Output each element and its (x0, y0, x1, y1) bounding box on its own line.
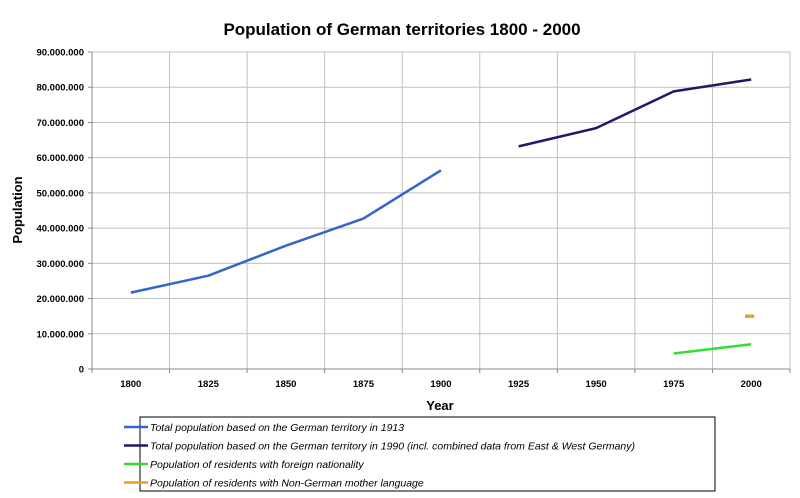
y-tick-label: 10.000.000 (36, 329, 84, 340)
x-tick-label: 1925 (508, 379, 530, 390)
x-tick-label: 2000 (741, 379, 762, 390)
legend-label-4: Population of residents with Non-German … (150, 478, 424, 490)
y-tick-label: 70.000.000 (36, 118, 84, 129)
y-axis-title: Population (10, 176, 25, 243)
y-tick-label: 20.000.000 (36, 294, 84, 305)
legend-label-2: Total population based on the German ter… (150, 441, 635, 453)
x-tick-label: 1875 (353, 379, 375, 390)
x-tick-label: 1975 (663, 379, 685, 390)
series-lines (130, 78, 755, 355)
series-line-2 (518, 78, 752, 148)
x-tick-label: 1950 (586, 379, 607, 390)
series-line-1 (130, 169, 442, 294)
x-axis-title: Year (426, 398, 453, 413)
y-tick-label: 0 (79, 365, 84, 376)
y-tick-label: 30.000.000 (36, 259, 84, 270)
y-tick-label: 60.000.000 (36, 153, 84, 164)
y-axis-ticks: 0 10.000.000 20.000.000 30.000.000 40.000.00… (36, 48, 84, 376)
x-tick-label: 1900 (430, 379, 451, 390)
grid (88, 51, 791, 373)
y-tick-label: 50.000.000 (36, 188, 84, 199)
legend-label-1: Total population based on the German ter… (150, 422, 404, 434)
y-tick-label: 90.000.000 (36, 48, 84, 59)
y-tick-label: 80.000.000 (36, 83, 84, 94)
legend: Total population based on the German ter… (124, 416, 716, 492)
legend-label-3: Population of residents with foreign nat… (150, 459, 364, 471)
chart-title: Population of German territories 1800 - … (223, 20, 580, 39)
y-tick-label: 40.000.000 (36, 224, 84, 235)
series-line-3 (673, 343, 752, 355)
x-tick-label: 1850 (275, 379, 296, 390)
x-tick-label: 1825 (198, 379, 220, 390)
x-tick-label: 1800 (120, 379, 141, 390)
legend-box (139, 416, 716, 492)
x-axis-ticks: 1800 1825 1850 1875 1900 1925 1950 1975 2000 (120, 379, 762, 390)
